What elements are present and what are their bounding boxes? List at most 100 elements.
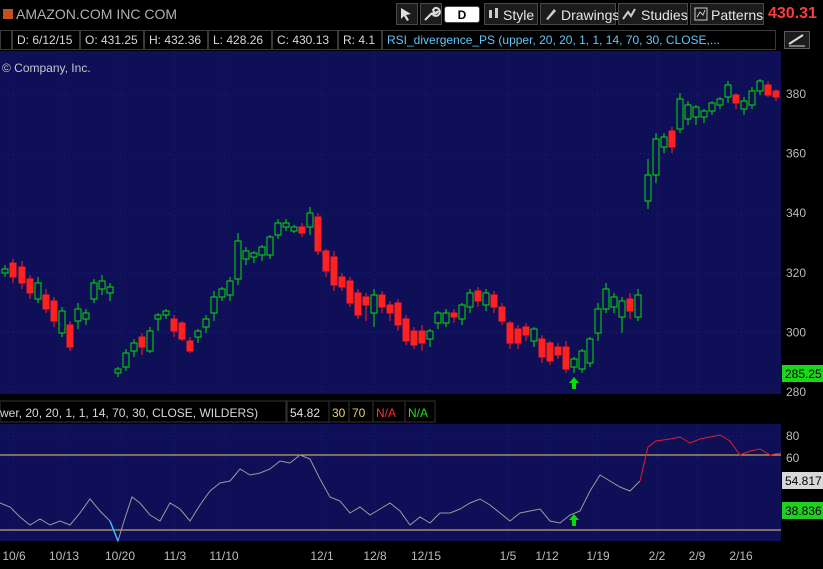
lower-panel-background xyxy=(0,424,781,541)
candle-body xyxy=(772,90,780,98)
candle-body xyxy=(282,222,290,228)
candle-body xyxy=(692,106,700,118)
settings-button[interactable] xyxy=(420,3,442,25)
info-range: R: 4.1 xyxy=(338,30,382,50)
candle-body xyxy=(258,246,266,256)
rsi-overbought-line xyxy=(639,434,782,482)
candle-body xyxy=(354,292,362,316)
buy-signal-arrow xyxy=(569,514,579,526)
candle-body xyxy=(314,216,322,252)
signal-arrows xyxy=(569,377,579,526)
candle-body xyxy=(9,262,17,278)
chart-action-button[interactable] xyxy=(784,31,810,49)
candle-body xyxy=(378,294,386,308)
time-tick-label: 10/13 xyxy=(49,549,79,563)
price-tick-label: 380 xyxy=(786,87,806,101)
candle-body xyxy=(490,294,498,308)
candle-body xyxy=(338,276,346,288)
time-tick-label: 2/9 xyxy=(689,549,706,563)
price-axis-ticks: 380 360 340 320 300 280 xyxy=(786,87,806,399)
time-tick-label: 11/10 xyxy=(209,549,238,563)
price-tick-label: 280 xyxy=(786,385,806,399)
crosshair-button[interactable] xyxy=(396,3,418,25)
candlesticks xyxy=(1,79,780,377)
price-panel-background xyxy=(0,51,781,394)
candle-body xyxy=(546,342,554,362)
symbol-name[interactable]: AMAZON.COM INC COM xyxy=(16,6,177,22)
candle-body xyxy=(82,312,90,320)
time-axis-labels: 10/6 10/13 10/20 11/3 11/10 12/1 12/8 12/15 1/5 1… xyxy=(2,549,753,563)
candle-body xyxy=(218,288,226,298)
oversold-label: 30 xyxy=(332,406,346,420)
patterns-icon xyxy=(694,7,708,21)
aggregation-button[interactable]: D xyxy=(444,6,480,23)
candle-body xyxy=(764,84,772,96)
candle-body xyxy=(130,342,138,352)
info-study[interactable]: RSI_divergence_PS (upper, 20, 20, 1, 1, … xyxy=(382,30,776,50)
candle-body xyxy=(684,104,692,120)
overbought-label: 70 xyxy=(352,406,366,420)
candle-body xyxy=(660,136,668,148)
candle-body xyxy=(66,324,74,348)
info-date: D: 6/12/15 xyxy=(12,30,80,50)
time-tick-label: 10/20 xyxy=(105,549,135,563)
candle-body xyxy=(586,338,594,364)
candle-body xyxy=(298,226,306,234)
candle-body xyxy=(98,280,106,290)
candle-body xyxy=(370,294,378,314)
candle-body xyxy=(740,100,748,110)
candle-body xyxy=(458,304,466,320)
lower-study-header: wer, 20, 20, 1, 1, 14, 70, 30, CLOSE, WI… xyxy=(0,400,436,423)
style-button[interactable]: Style xyxy=(484,3,538,25)
drawings-button[interactable]: Drawings xyxy=(540,3,620,25)
infobar-toggle[interactable] xyxy=(0,30,12,50)
time-tick-label: 10/6 xyxy=(2,549,26,563)
candle-body xyxy=(700,110,708,118)
time-tick-label: 1/12 xyxy=(535,549,559,563)
candle-body xyxy=(362,296,370,306)
candle-body xyxy=(90,282,98,300)
candle-body xyxy=(418,330,426,344)
candle-body xyxy=(602,288,610,310)
candle-body xyxy=(306,212,314,228)
price-tick-label: 360 xyxy=(786,147,806,161)
candle-body xyxy=(322,250,330,272)
price-tick-label: 300 xyxy=(786,325,806,339)
candle-body xyxy=(202,318,210,328)
time-tick-label: 1/5 xyxy=(500,549,517,563)
style-icon xyxy=(489,8,498,18)
rsi-badge-bg xyxy=(782,472,823,489)
candle-body xyxy=(668,130,676,148)
na-label-2: N/A xyxy=(408,406,428,420)
candle-body xyxy=(226,280,234,296)
candle-body xyxy=(42,294,50,310)
info-high: H: 432.36 xyxy=(144,30,208,50)
lower-study-label[interactable]: wer, 20, 20, 1, 1, 14, 70, 30, CLOSE, WI… xyxy=(0,406,258,420)
candle-body xyxy=(578,350,586,370)
candle-body xyxy=(530,328,538,342)
candle-body xyxy=(26,278,34,294)
candle-body xyxy=(570,358,578,368)
candle-body xyxy=(106,286,114,294)
candle-body xyxy=(716,98,724,106)
style-label: Style xyxy=(503,7,535,23)
trendline-icon xyxy=(788,34,805,47)
studies-button[interactable]: Studies xyxy=(618,3,688,25)
rsi-badge: 54.817 xyxy=(785,474,822,488)
candle-body xyxy=(386,304,394,314)
candle-body xyxy=(514,328,522,344)
top-toolbar: AMAZON.COM INC COM D Style Drawings Stud… xyxy=(0,0,823,29)
candle-body xyxy=(346,280,354,304)
lower-tick-label: 80 xyxy=(786,429,800,443)
candle-body xyxy=(178,322,186,340)
candle-body xyxy=(434,312,442,324)
time-tick-label: 11/3 xyxy=(164,549,187,563)
drawings-label: Drawings xyxy=(561,7,620,23)
last-price-badge: 285.25 xyxy=(785,367,822,381)
candle-body xyxy=(50,300,58,322)
candle-body xyxy=(450,312,458,318)
wrench-icon xyxy=(424,6,441,21)
patterns-button[interactable]: Patterns xyxy=(690,3,764,25)
